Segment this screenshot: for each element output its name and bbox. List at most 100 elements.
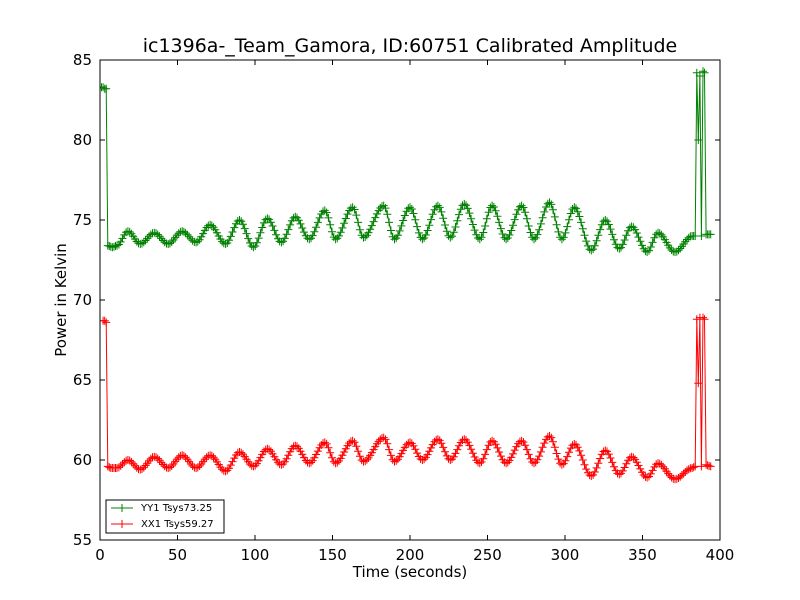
data-point-yy1 [488,201,497,210]
data-point-yy1 [174,229,183,238]
data-point-xx1 [604,450,613,459]
data-point-yy1 [226,232,235,241]
data-point-xx1 [362,455,371,464]
data-point-yy1 [620,236,629,244]
data-point-xx1 [340,448,349,456]
y-tick-label: 65 [73,371,92,389]
y-tick-label: 70 [73,291,92,309]
x-tick-label: 250 [473,546,502,564]
data-point-yy1 [611,240,620,249]
data-point-yy1 [235,216,244,224]
data-point-xx1 [100,316,109,325]
data-point-yy1 [524,222,533,230]
data-point-yy1 [354,218,363,227]
data-point-xx1 [676,472,685,481]
data-point-yy1 [646,243,655,251]
data-point-yy1 [341,214,350,223]
data-point-yy1 [315,213,324,222]
data-point-yy1 [437,207,446,216]
data-point-yy1 [606,225,615,234]
data-point-yy1 [291,212,300,221]
data-point-yy1 [540,207,549,216]
data-point-xx1 [251,461,260,470]
data-point-yy1 [165,239,174,248]
legend-marker-yy1 [118,504,126,512]
data-point-xx1 [329,457,338,466]
data-point-xx1 [437,439,446,448]
data-point-yy1 [583,241,592,250]
data-point-yy1 [197,232,206,241]
data-point-xx1 [530,459,538,468]
data-point-xx1 [636,464,645,473]
data-point-yy1 [244,234,253,243]
data-point-xx1 [145,456,153,465]
data-point-yy1 [502,235,511,244]
data-point-yy1 [355,225,364,234]
data-point-xx1 [127,457,136,466]
data-point-xx1 [706,462,715,471]
data-point-yy1 [462,201,470,210]
data-point-yy1 [624,226,633,235]
data-point-xx1 [200,455,209,464]
data-point-yy1 [526,228,535,237]
data-point-yy1 [310,227,319,236]
data-point-xx1 [383,439,392,448]
plot-area [100,67,715,484]
data-point-yy1 [596,225,605,234]
data-point-yy1 [636,237,645,246]
data-point-xx1 [118,460,127,468]
data-point-yy1 [367,221,376,230]
data-point-xx1 [482,445,491,454]
data-point-yy1 [366,225,375,234]
data-point-xx1 [167,462,176,470]
data-point-xx1 [632,458,641,467]
data-point-yy1 [589,245,598,254]
data-point-yy1 [155,232,164,241]
data-point-xx1 [155,456,164,465]
data-point-yy1 [477,233,486,242]
data-point-xx1 [596,454,605,463]
data-point-yy1 [298,224,307,232]
data-point-xx1 [470,453,479,461]
data-point-xx1 [338,451,347,460]
data-point-xx1 [102,318,111,327]
data-point-yy1 [397,221,406,230]
data-point-xx1 [181,453,190,462]
data-point-xx1 [465,441,474,450]
data-point-xx1 [509,449,517,458]
data-point-xx1 [354,447,363,456]
data-point-xx1 [577,451,586,460]
data-point-xx1 [139,463,148,472]
data-point-xx1 [488,436,497,445]
data-point-yy1 [446,233,455,242]
data-point-xx1 [618,466,627,475]
data-point-yy1 [338,223,347,232]
data-point-yy1 [381,204,390,213]
data-point-xx1 [491,440,500,449]
data-point-xx1 [193,463,202,472]
data-point-xx1 [554,455,563,464]
data-point-yy1 [572,204,580,213]
data-point-xx1 [397,449,406,458]
data-point-xx1 [116,461,125,470]
data-point-yy1 [484,208,493,217]
data-point-xx1 [526,454,535,463]
data-point-yy1 [428,210,437,219]
data-point-yy1 [113,241,121,250]
data-point-xx1 [634,461,643,470]
x-tick-label: 300 [551,546,580,564]
data-point-xx1 [522,445,531,454]
data-point-xx1 [481,450,490,459]
data-point-yy1 [386,226,395,235]
data-point-yy1 [519,203,528,212]
data-point-yy1 [561,228,570,237]
data-point-xx1 [552,449,561,458]
data-point-yy1 [212,228,221,237]
data-point-yy1 [468,220,477,229]
data-point-yy1 [515,202,524,211]
data-point-xx1 [355,452,364,461]
data-point-xx1 [333,458,342,467]
x-tick-label: 50 [168,546,187,564]
data-point-xx1 [549,437,557,446]
data-point-xx1 [455,441,463,450]
